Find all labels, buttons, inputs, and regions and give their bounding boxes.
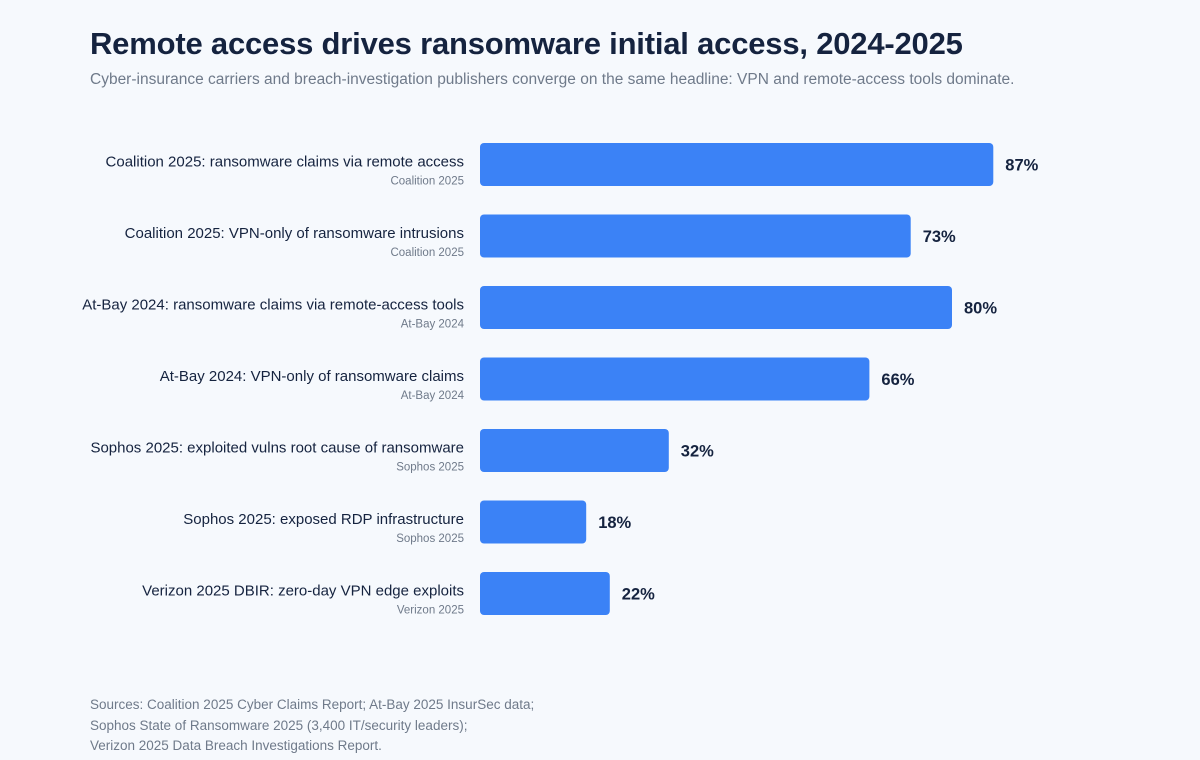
bar-chart: Coalition 2025: ransomware claims via re…	[82, 143, 1039, 617]
category-source: Sophos 2025	[396, 462, 464, 474]
bar	[480, 357, 870, 401]
sources-footnote: Sources: Coalition 2025 Cyber Claims Rep…	[90, 695, 534, 757]
value-label: 80%	[964, 300, 997, 318]
bar	[480, 429, 669, 472]
chart-title: Remote access drives ransomware initial …	[90, 26, 963, 61]
category-source: Coalition 2025	[390, 176, 464, 188]
category-source: Verizon 2025	[397, 605, 464, 617]
bar	[480, 500, 587, 544]
category-source: At-Bay 2024	[401, 390, 465, 402]
chart-subtitle: Cyber-insurance carriers and breach-inve…	[90, 71, 1015, 88]
category-label: At-Bay 2024: VPN-only of ransomware clai…	[160, 368, 464, 385]
category-label: Coalition 2025: ransomware claims via re…	[106, 154, 464, 171]
value-label: 22%	[622, 586, 655, 604]
category-source: Sophos 2025	[396, 533, 464, 545]
value-label: 18%	[598, 514, 631, 532]
bar	[480, 286, 952, 329]
category-label: Coalition 2025: VPN-only of ransomware i…	[125, 225, 464, 242]
sources-line: Sophos State of Ransomware 2025 (3,400 I…	[90, 717, 468, 733]
category-label: Verizon 2025 DBIR: zero-day VPN edge exp…	[142, 583, 464, 600]
value-label: 66%	[881, 371, 914, 389]
bar	[480, 143, 994, 186]
category-label: At-Bay 2024: ransomware claims via remot…	[82, 297, 464, 314]
bar	[480, 572, 610, 615]
category-label: Sophos 2025: exploited vulns root cause …	[90, 440, 464, 457]
sources-line: Sources: Coalition 2025 Cyber Claims Rep…	[90, 697, 535, 712]
category-label: Sophos 2025: exposed RDP infrastructure	[183, 511, 464, 528]
value-label: 87%	[1005, 157, 1038, 175]
category-source: Coalition 2025	[390, 247, 464, 259]
bar	[480, 214, 911, 258]
category-source: At-Bay 2024	[401, 319, 465, 331]
sources-line: Verizon 2025 Data Breach Investigations …	[90, 738, 382, 753]
value-label: 32%	[681, 443, 714, 461]
value-label: 73%	[923, 228, 956, 246]
